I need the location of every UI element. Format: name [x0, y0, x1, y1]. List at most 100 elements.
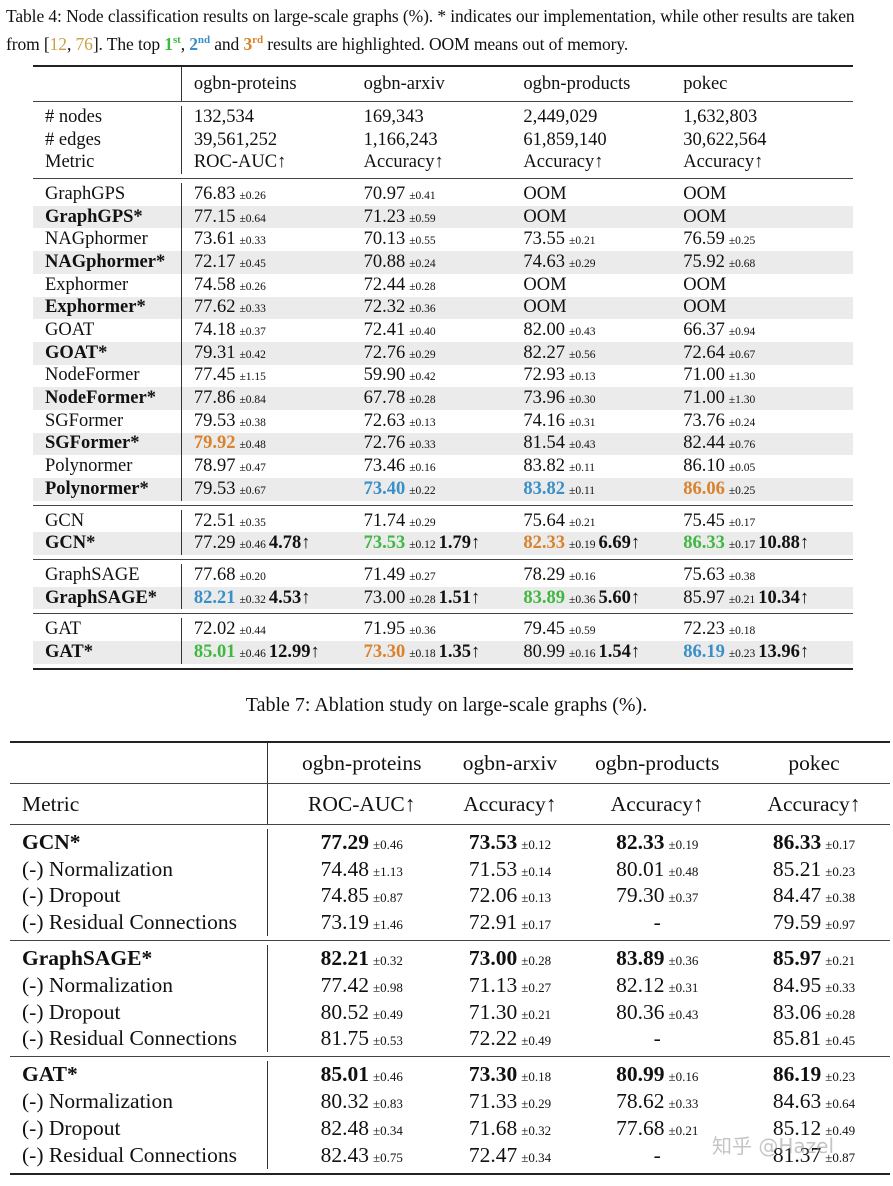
column-separator [267, 998, 269, 1026]
score-value: 79.31 [193, 342, 236, 363]
improvement: 12.99↑ [268, 641, 320, 662]
result-cell: 73.53 ±0.12 1.79↑ [364, 533, 524, 554]
std-dev: ±0.35 [239, 516, 266, 529]
result-cell: 73.61 ±0.33 [194, 229, 364, 250]
score-value: 71.00 [683, 388, 725, 409]
score-value: OOM [523, 274, 567, 295]
citation-link[interactable]: 12 [49, 33, 67, 54]
model-name: GCN [45, 510, 85, 531]
result-cell: 79.31 ±0.42 [194, 343, 364, 364]
std-dev: ±1.46 [373, 917, 403, 933]
table-rule [33, 178, 853, 180]
std-dev: ±0.55 [409, 235, 436, 248]
table-row: Polynormer* 79.53 ±0.67 73.40 ±0.22 83.82 ±0.1… [33, 478, 853, 501]
model-name: (-) Residual Connections [22, 1142, 237, 1167]
model-name: Exphormer [45, 274, 129, 295]
table-rule [10, 940, 890, 942]
column-header: ogbn-products [523, 73, 631, 94]
score-value: 82.44 [683, 433, 725, 454]
result-cell: 71.30 ±0.21 [443, 1000, 576, 1025]
std-dev: ±0.32 [373, 953, 403, 969]
table-row: GAT* 85.01 ±0.46 12.99↑ 73.30 ±0.18 1.35↑ 80.99… [33, 641, 853, 664]
result-cell: 71.49 ±0.27 [364, 565, 524, 586]
result-cell: 86.33 ±0.17 [738, 830, 890, 855]
row-label: # nodes [45, 106, 103, 127]
score-value: 86.19 [683, 641, 725, 662]
result-cell: - [576, 910, 738, 935]
result-cell: 72.17 ±0.45 [194, 252, 364, 273]
result-cell: 78.62 ±0.33 [576, 1089, 738, 1114]
std-dev: ±0.46 [239, 647, 266, 660]
std-dev: ±0.25 [728, 484, 756, 497]
std-dev: ±0.83 [373, 1096, 403, 1112]
improvement: 1.51↑ [438, 587, 481, 608]
std-dev: ±0.46 [239, 539, 266, 552]
column-separator [180, 409, 182, 433]
result-cell: 81.37 ±0.87 [738, 1143, 890, 1168]
column-separator [180, 509, 182, 533]
score-value: 86.33 [683, 533, 725, 554]
table-row: (-) Normalization 80.32 ±0.83 71.33 ±0.29 78.… [10, 1088, 890, 1115]
std-dev: ±0.38 [728, 570, 756, 583]
result-cell: 75.64 ±0.21 [523, 511, 683, 532]
result-cell: 86.33 ±0.17 10.88↑ [683, 533, 853, 554]
score-value: 74.48 [320, 856, 369, 881]
column-separator [180, 532, 182, 556]
std-dev: ±0.49 [521, 1033, 552, 1049]
gnn-group: GCN 72.51 ±0.35 71.74 ±0.29 75.64 ±0.21 75.45 ±0… [33, 506, 853, 559]
result-cell: 73.00 ±0.28 [443, 946, 576, 971]
stat-value: Accuracy↑ [683, 152, 764, 173]
std-dev: ±0.17 [521, 917, 552, 933]
score-value: 79.45 [523, 619, 566, 640]
std-dev: ±0.28 [521, 953, 552, 969]
stat-value: 1,632,803 [683, 106, 758, 127]
result-cell: 80.36 ±0.43 [576, 1000, 738, 1025]
score-value: 85.01 [320, 1062, 369, 1087]
score-value: 83.82 [523, 456, 566, 477]
std-dev: ±0.33 [409, 439, 436, 452]
score-value: 83.89 [523, 587, 566, 608]
score-value: OOM [523, 297, 567, 318]
result-cell: 80.99 ±0.16 [576, 1062, 738, 1087]
score-value: 71.49 [363, 564, 406, 585]
std-dev: ±0.68 [728, 257, 756, 270]
citation-link[interactable]: 76 [75, 33, 93, 54]
score-value: 82.43 [320, 1142, 369, 1167]
std-dev: ±0.18 [728, 625, 756, 638]
score-value: 85.21 [772, 856, 822, 881]
result-cell: 77.15 ±0.64 [194, 207, 364, 228]
std-dev: ±0.97 [825, 917, 856, 933]
result-cell: - [576, 1026, 738, 1051]
column-separator [180, 432, 182, 456]
result-cell: 72.76 ±0.33 [364, 433, 524, 454]
std-dev: ±0.29 [569, 257, 596, 270]
column-separator [180, 296, 182, 320]
table-rule [33, 613, 853, 615]
result-cell: 72.22 ±0.49 [443, 1026, 576, 1051]
result-cell: - [576, 1143, 738, 1168]
score-value: OOM [683, 206, 727, 227]
result-cell: 72.44 ±0.28 [364, 275, 524, 296]
result-cell: 71.74 ±0.29 [364, 511, 524, 532]
result-cell: 82.44 ±0.76 [683, 433, 853, 454]
std-dev: ±0.40 [409, 326, 436, 339]
result-cell: 81.54 ±0.43 [523, 433, 683, 454]
model-name: GCN* [45, 533, 96, 554]
result-cell: 79.53 ±0.38 [194, 411, 364, 432]
table-row: GOAT* 79.31 ±0.42 72.76 ±0.29 82.27 ±0.56 72.64… [33, 341, 853, 365]
score-value: 75.45 [683, 510, 725, 531]
std-dev: ±0.76 [728, 439, 756, 452]
result-cell: 59.90 ±0.42 [364, 365, 524, 386]
std-dev: ±0.44 [239, 625, 266, 638]
table-row: NAGphormer 73.61 ±0.33 70.13 ±0.55 73.55 ±0.21… [33, 228, 853, 252]
metric-value: ROC-AUC↑ [308, 791, 416, 816]
result-cell: 74.85 ±0.87 [280, 883, 443, 908]
metric-value: Accuracy↑ [767, 791, 861, 816]
result-cell: 74.48 ±1.13 [280, 857, 443, 882]
std-dev: ±0.11 [569, 462, 596, 475]
score-value: 80.01 [616, 856, 665, 881]
score-value: 77.42 [320, 972, 369, 997]
score-value: 71.23 [363, 206, 406, 227]
score-value: 85.81 [772, 1026, 822, 1051]
result-cell: OOM [523, 184, 683, 205]
